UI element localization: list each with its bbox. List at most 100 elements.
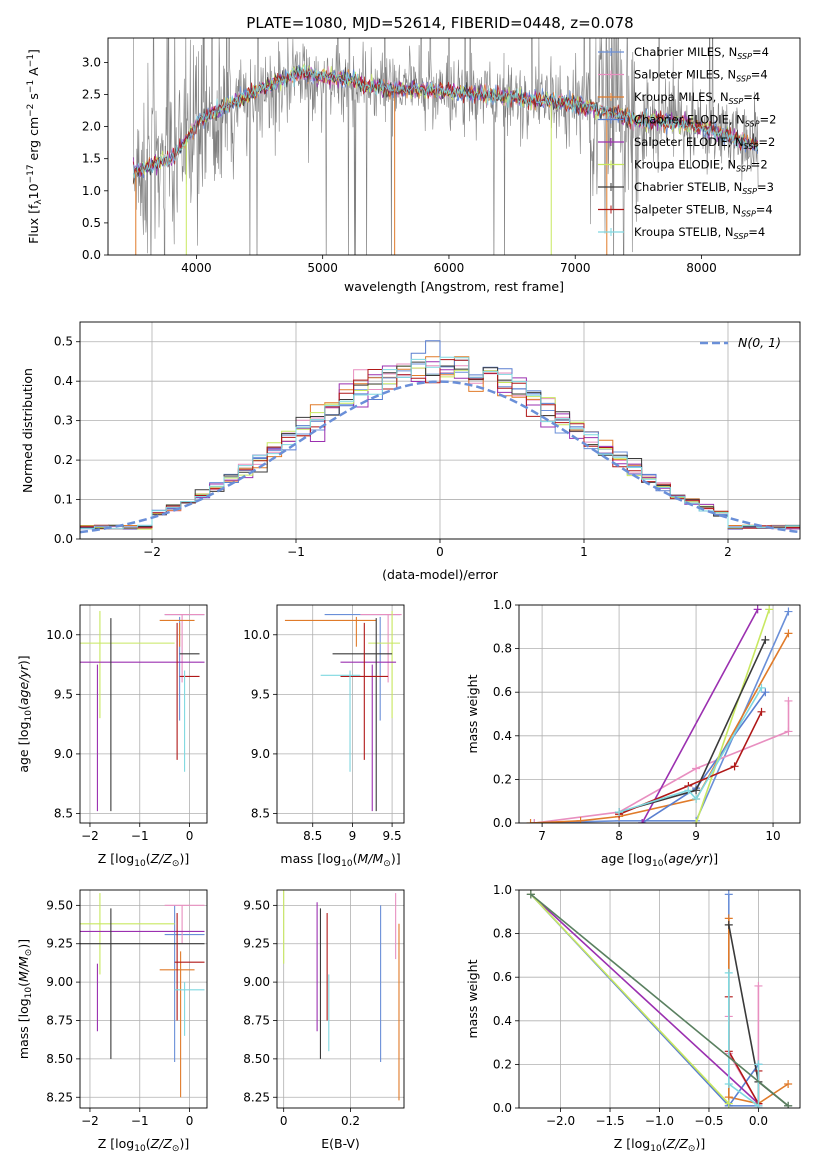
x-axis-label: Z [log10(Z/Z⊙)]	[98, 851, 189, 869]
x-axis-label-part: )]	[179, 851, 189, 866]
x-axis-label: age [log10(age/yr)]	[601, 851, 718, 869]
y-tick-label: 9.50	[46, 898, 73, 912]
series-marker-salpeter_stelib	[757, 707, 766, 716]
x-tick-label: 0	[186, 1114, 194, 1128]
x-axis-label-part: ⊙	[688, 1144, 696, 1154]
series-marker-salpeter_miles	[784, 696, 793, 705]
y-axis-label-part: 10	[24, 710, 34, 722]
plot-area	[80, 340, 800, 534]
y-tick-label: 10.0	[46, 628, 73, 642]
y-tick-label: 0.4	[493, 729, 512, 743]
legend-suffix: =4	[751, 68, 768, 82]
y-tick-label: 0.1	[54, 493, 73, 507]
legend-name: Chabrier ELODIE, N	[634, 113, 745, 127]
legend-suffix: =4	[748, 225, 765, 239]
y-tick-label: 2.0	[82, 120, 101, 134]
x-tick-label: 0	[436, 545, 444, 559]
series-line-salpeter_elodie	[530, 893, 759, 1105]
panel-mass_vs_ebv: 0 0.2 8.25 8.50 8.75 9.00 9.25 9.50 E(B-V)	[243, 889, 405, 1151]
axes-frame	[518, 604, 801, 824]
legend-sub: SSP	[736, 75, 751, 84]
x-tick-label: 6000	[434, 261, 465, 275]
y-tick-label: 0.0	[82, 248, 101, 262]
series-marker-salpeter_elodie	[753, 605, 762, 614]
x-axis-label-part: 10	[134, 859, 146, 869]
y-tick-label: 9.50	[243, 898, 270, 912]
x-tick-label: 8000	[686, 261, 717, 275]
legend-name: Salpeter ELODIE, N	[634, 135, 744, 149]
y-axis-label-part: )]	[16, 655, 31, 665]
x-tick-label: 8.5	[303, 829, 322, 843]
y-axis-label-part: ⊙	[24, 949, 34, 957]
legend-name: Salpeter MILES, N	[634, 68, 736, 82]
y-axis-label: age [log10(age/yr)]	[16, 655, 34, 772]
legend-entry: Salpeter MILES, NSSP=4	[634, 68, 768, 84]
legend-sub: SSP	[745, 120, 760, 129]
axes-frame	[276, 889, 405, 1109]
x-tick-label: −2	[81, 1114, 99, 1128]
y-tick-label: 1.0	[82, 184, 101, 198]
y-tick-label: 1.0	[493, 883, 512, 897]
x-axis-label: Z [log10(Z/Z⊙)]	[98, 1136, 189, 1154]
series-marker-chabrier_stelib	[724, 920, 733, 929]
legend-name: Chabrier MILES, N	[634, 45, 737, 59]
x-tick-label: 7	[538, 829, 546, 843]
plot-area	[526, 605, 793, 823]
x-axis-label-part: 10	[341, 859, 353, 869]
x-tick-label: 2	[724, 545, 732, 559]
series-marker-salpeter_miles	[784, 727, 793, 736]
series-line-kroupa_elodie	[530, 893, 730, 1105]
panel-spectrum: 4000 5000 6000 7000 8000 0.0 0.5 1.0 1.5 2.0 2.5 3.…	[26, 37, 801, 294]
x-axis-label-part: ⊙	[172, 859, 180, 869]
y-tick-label: 0.6	[493, 970, 512, 984]
y-tick-label: 0.5	[82, 216, 101, 230]
y-tick-label: 9.5	[251, 687, 270, 701]
y-tick-label: 9.00	[46, 975, 73, 989]
axes-frame	[276, 604, 405, 824]
series-marker-kroupa_stelib	[692, 795, 701, 804]
y-tick-label: 0.3	[54, 414, 73, 428]
y-tick-label: 8.5	[251, 806, 270, 820]
normal-curve	[80, 380, 800, 534]
x-tick-label: −2	[143, 545, 161, 559]
series-marker-chabrier_stelib	[761, 635, 770, 644]
x-axis-label-part: )]	[179, 1136, 189, 1151]
x-tick-label: 5000	[307, 261, 338, 275]
axes-frame	[79, 889, 208, 1109]
x-tick-label: 0.0	[749, 1114, 768, 1128]
legend-suffix: =3	[757, 180, 774, 194]
series-marker-chabrier_stelib	[692, 786, 701, 795]
axes-frame	[79, 604, 208, 824]
legend-sub: SSP	[737, 52, 752, 61]
legend-entry: Chabrier MILES, NSSP=4	[634, 45, 769, 61]
series-line-kroupa_elodie	[695, 609, 770, 823]
y-axis-label-part: age [log	[16, 721, 31, 772]
series-marker-kroupa_miles	[784, 629, 793, 638]
histogram-step-kroupa_stelib	[80, 356, 800, 530]
legend-sub: SSP	[736, 165, 751, 174]
series-line-kroupa_stelib	[618, 687, 763, 813]
y-axis-label-part: s	[26, 93, 41, 104]
x-tick-label: 0	[186, 829, 194, 843]
y-tick-label: 9.00	[243, 975, 270, 989]
x-axis-label-part: (	[146, 851, 151, 866]
y-axis-label-part: M/M	[16, 956, 31, 982]
series-marker-chabrier_elodie	[761, 688, 770, 697]
y-tick-label: 0.2	[493, 1057, 512, 1071]
y-tick-label: 2.5	[82, 87, 101, 101]
y-tick-label: 1.5	[82, 152, 101, 166]
y-tick-label: 0.8	[493, 927, 512, 941]
y-axis-label-part: 10	[26, 183, 41, 199]
x-axis-label-part: (	[663, 851, 668, 866]
plot-area	[284, 610, 402, 812]
series-marker-salpeter_miles	[530, 819, 539, 823]
y-tick-label: 8.50	[243, 1052, 270, 1066]
x-axis-label: wavelength [Angstrom, rest frame]	[344, 279, 564, 294]
legend-suffix: =4	[743, 90, 760, 104]
x-axis-label: mass [log10(M/M⊙)]	[280, 851, 400, 869]
y-axis-label-part: mass weight	[465, 959, 480, 1038]
panel-age_vs_Z: −2 −1 08.59.09.510.0Z [log10(Z/Z⊙)]age [lo…	[16, 604, 208, 869]
series-marker-salpeter_elodie	[638, 819, 647, 823]
legend-name: Chabrier STELIB, N	[634, 180, 742, 194]
